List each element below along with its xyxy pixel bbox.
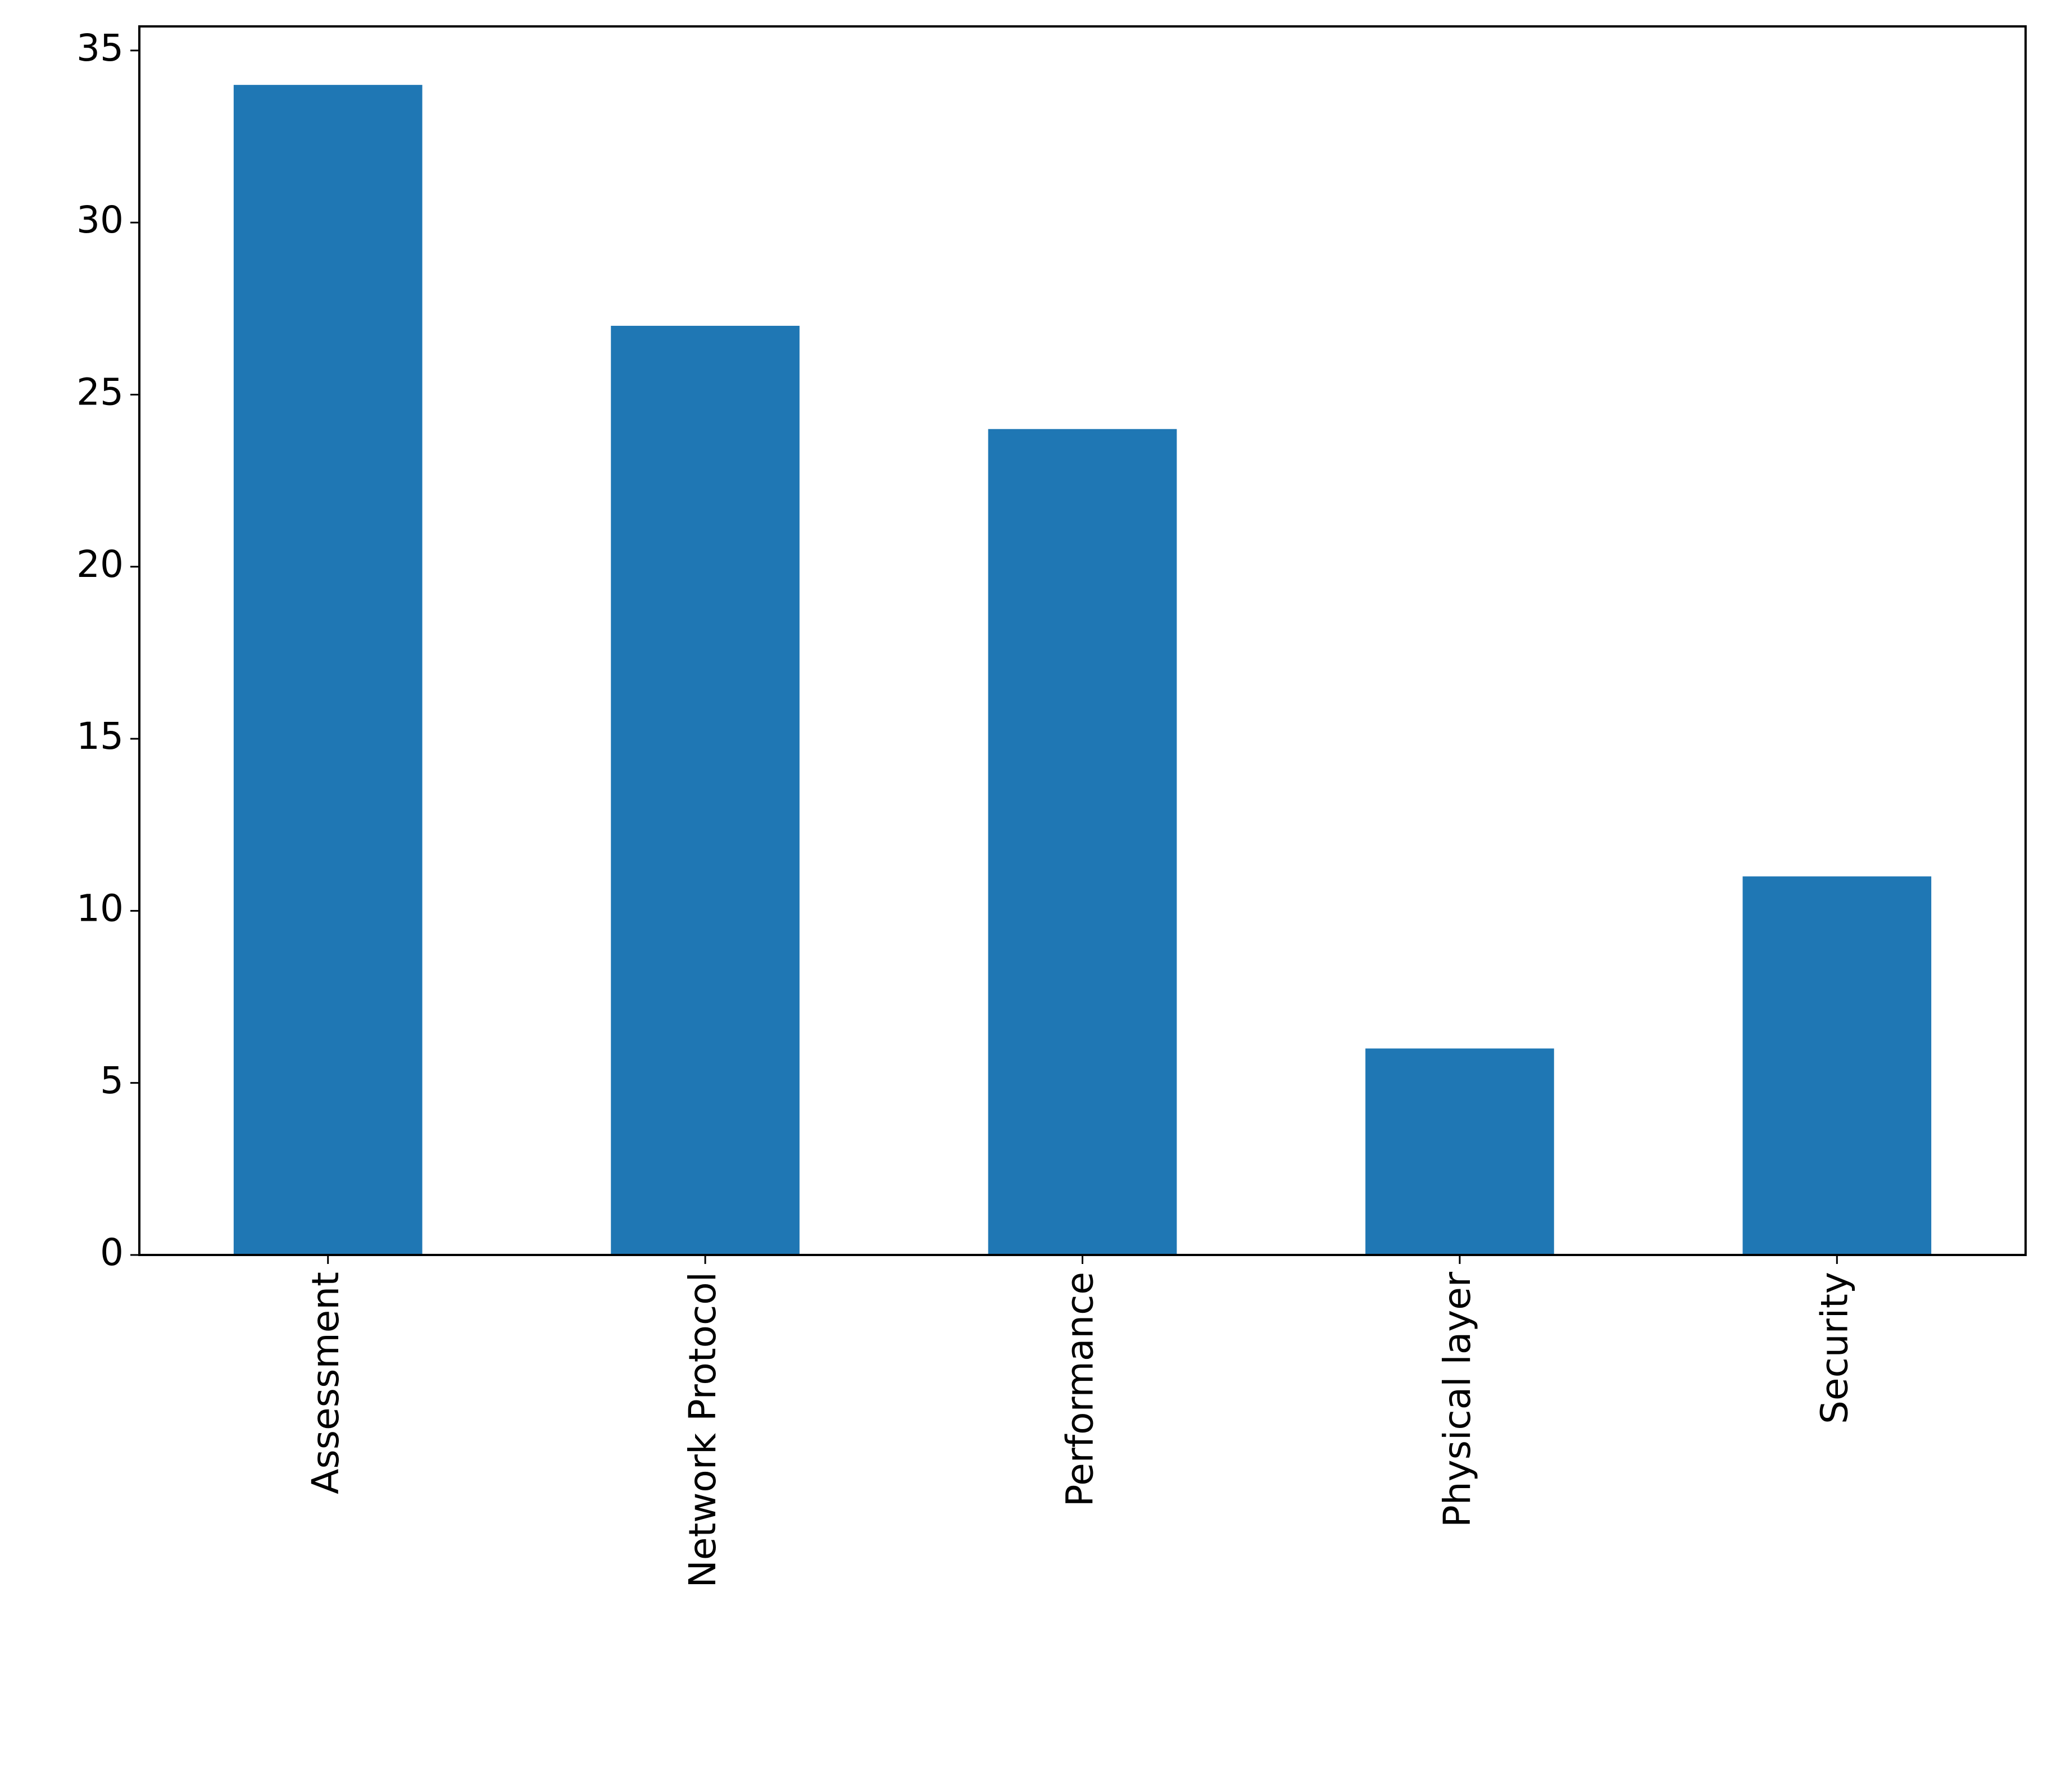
bar: [1365, 1048, 1554, 1255]
y-tick-label: 5: [100, 1059, 124, 1102]
x-tick-label: Assessment: [304, 1272, 347, 1494]
y-tick-label: 25: [76, 371, 124, 414]
bar: [988, 429, 1177, 1255]
y-tick-label: 30: [76, 198, 124, 242]
y-tick-label: 20: [76, 543, 124, 586]
y-tick-label: 0: [100, 1231, 124, 1274]
bar: [611, 325, 800, 1256]
x-tick-label: Network Protocol: [681, 1272, 724, 1588]
x-tick-label: Physical layer: [1436, 1271, 1479, 1527]
plot-frame: [138, 25, 2027, 1256]
y-tick-label: 35: [76, 26, 124, 70]
bar: [233, 85, 423, 1256]
y-tick-label: 10: [76, 886, 124, 930]
x-tick-label: Performance: [1059, 1272, 1102, 1507]
bar: [1742, 876, 1932, 1255]
x-tick-label: Security: [1813, 1272, 1856, 1424]
y-tick-label: 15: [76, 715, 124, 758]
